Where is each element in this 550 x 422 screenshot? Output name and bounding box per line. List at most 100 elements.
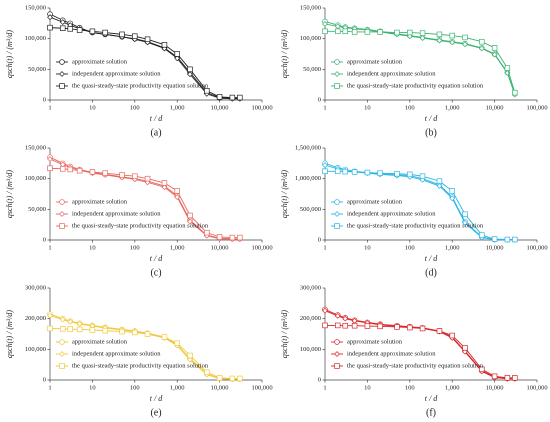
marker [491, 51, 498, 58]
y-tick-label: 150,000 [25, 4, 46, 11]
marker [76, 167, 83, 174]
legend-label: the quasi-steady-state productivity equa… [72, 82, 209, 89]
marker [322, 28, 328, 35]
marker [60, 326, 66, 332]
marker [132, 329, 138, 336]
marker [504, 375, 511, 381]
x-tick-label: 10,000 [211, 104, 229, 111]
marker [449, 332, 455, 339]
marker [419, 325, 426, 332]
marker [462, 345, 468, 351]
x-tick-label: 10 [364, 384, 371, 391]
y-tick-label: 300,000 [300, 284, 321, 291]
legend-label: approximate solution [72, 58, 128, 65]
marker [449, 188, 455, 194]
series-line [325, 324, 515, 379]
panel-label: (e) [150, 407, 161, 418]
marker [161, 334, 168, 340]
y-tick-label: 100,000 [25, 35, 46, 42]
marker [102, 29, 108, 36]
legend-label: the quasi-steady-state productivity equa… [347, 362, 484, 369]
legend-label: the quasi-steady-state productivity equa… [72, 222, 209, 229]
series-line [324, 21, 516, 95]
marker [204, 369, 210, 376]
marker [407, 324, 413, 331]
marker [334, 199, 340, 205]
marker [377, 29, 383, 35]
marker [504, 65, 511, 71]
marker [59, 199, 65, 205]
panel: 0 100,000 200,000 300,000 1 10 100 1,000 10,000 1… [5, 284, 273, 418]
y-tick-label: 50,000 [303, 66, 321, 73]
x-tick-label: 1,000 [445, 104, 460, 111]
marker [76, 320, 83, 327]
x-tick-label: 10 [364, 104, 371, 111]
marker [59, 19, 66, 26]
marker [419, 173, 426, 179]
marker [436, 328, 443, 334]
y-tick-label: 50,000 [28, 66, 46, 73]
marker [322, 168, 328, 175]
marker [76, 27, 83, 33]
marker [342, 28, 348, 35]
marker [102, 170, 108, 176]
marker [59, 83, 65, 89]
y-tick-label: 1,000,000 [295, 175, 321, 182]
legend-label: independent approximate solution [72, 70, 161, 77]
marker [119, 31, 125, 38]
y-tick-label: 0 [318, 96, 321, 103]
marker [462, 219, 468, 226]
marker [67, 166, 73, 173]
marker [204, 88, 210, 94]
marker [89, 169, 96, 175]
x-tick-label: 10,000 [486, 384, 504, 391]
x-tick-label: 10,000 [486, 104, 504, 111]
marker [462, 34, 468, 41]
x-tick-label: 10 [89, 244, 96, 251]
x-tick-label: 1,000 [445, 244, 460, 251]
series-line [325, 170, 515, 240]
marker [335, 28, 341, 35]
marker [161, 180, 168, 186]
x-tick-label: 100 [130, 384, 140, 391]
x-tick-label: 100,000 [251, 244, 272, 251]
marker [237, 375, 243, 382]
marker [479, 38, 485, 45]
marker [322, 322, 328, 329]
marker [229, 234, 236, 241]
marker [334, 83, 340, 89]
x-tick-label: 100,000 [526, 384, 547, 391]
panel-label: (f) [426, 407, 436, 418]
marker [322, 162, 328, 169]
marker [512, 89, 518, 96]
legend-label: approximate solution [347, 58, 403, 65]
panel-label: (a) [150, 127, 161, 138]
marker [144, 331, 151, 337]
x-tick-label: 1,000 [170, 244, 185, 251]
y-axis-title: qsch(t) / (m³/d) [5, 170, 14, 219]
marker [59, 363, 65, 369]
y-tick-label: 200,000 [300, 315, 321, 322]
x-tick-label: 100,000 [251, 104, 272, 111]
marker [419, 30, 426, 36]
series-line [49, 315, 240, 380]
x-tick-label: 10,000 [211, 244, 229, 251]
y-axis-title: qsch(t) / (m³/d) [5, 310, 14, 359]
marker [60, 25, 66, 31]
marker [47, 156, 53, 162]
marker [229, 94, 236, 101]
marker [237, 94, 243, 101]
x-tick-label: 1 [48, 104, 51, 111]
marker [504, 236, 511, 243]
marker [161, 42, 168, 48]
series-line [324, 164, 515, 241]
marker [491, 236, 498, 242]
marker [229, 375, 236, 382]
marker [334, 223, 340, 229]
marker [216, 94, 223, 100]
x-axis-title: t / d [150, 254, 163, 263]
marker [161, 184, 168, 191]
x-tick-label: 1 [323, 244, 326, 251]
marker [364, 323, 371, 329]
marker [59, 339, 65, 345]
